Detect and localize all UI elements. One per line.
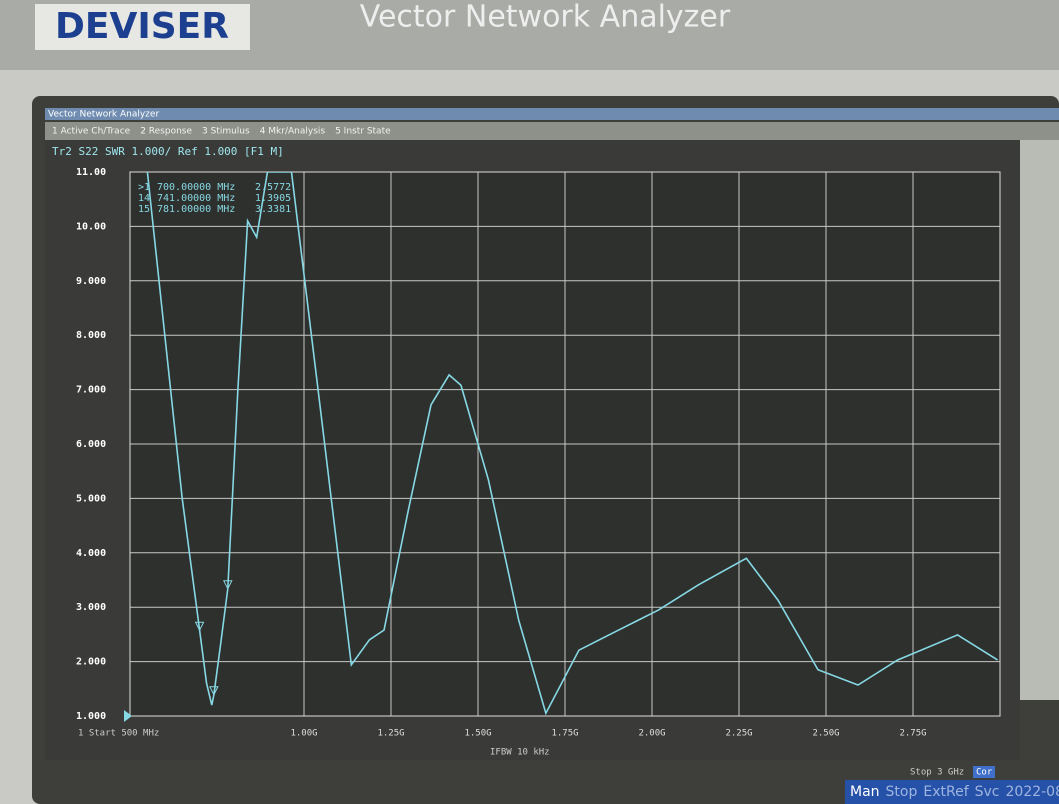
y-tick-label: 6.000 (76, 439, 106, 450)
status-item: Stop (886, 784, 918, 800)
stop-label: Stop 3 GHz (910, 768, 964, 778)
cor-label: Cor (976, 768, 993, 778)
model: Vector Network Analyzer (360, 0, 731, 35)
y-tick-label: 11.00 (76, 167, 106, 178)
title-bar (45, 108, 1059, 120)
marker-id: >1 (138, 182, 150, 193)
marker (222, 580, 233, 590)
marker-freq: 781.00000 MHz (157, 204, 235, 215)
marker-freq: 741.00000 MHz (157, 193, 235, 204)
trace-line (146, 172, 998, 716)
menu-item[interactable]: 1 Active Ch/Trace (52, 127, 131, 137)
status-item: Svc (975, 784, 1000, 800)
marker-id: 14 (138, 193, 150, 204)
x-tick-label: 1.25G (377, 729, 404, 739)
window-title: Vector Network Analyzer (48, 110, 159, 120)
y-tick-label: 8.000 (76, 330, 106, 341)
plot-border (129, 171, 1001, 717)
status-item: ExtRef (923, 784, 969, 800)
ref-marker (124, 710, 132, 722)
marker (209, 686, 219, 696)
ifbw-label: IFBW 10 kHz (490, 748, 550, 758)
x-tick-label: 2.75G (899, 729, 926, 739)
x-tick-label: 1.75G (551, 729, 578, 739)
status: Man Stop ExtRef Svc 2022-08 (850, 784, 1059, 800)
y-tick-label: 3.000 (76, 602, 106, 613)
start-label: 1 Start 500 MHz (78, 729, 159, 739)
x-tick-label: 2.25G (725, 729, 752, 739)
brand: DEVISER (55, 6, 229, 47)
marker-value: 3.3381 (255, 204, 291, 215)
x-tick-label: 2.00G (638, 729, 665, 739)
y-tick-label: 5.000 (76, 493, 106, 504)
x-tick-label: 2.50G (812, 729, 839, 739)
softkey-panel (1020, 140, 1059, 700)
y-tick-label: 9.000 (76, 276, 106, 287)
marker-value: 2.5772 (255, 182, 291, 193)
y-tick-label: 10.00 (76, 221, 106, 232)
x-tick-label: 1.00G (290, 729, 317, 739)
y-tick-label: 1.000 (76, 711, 106, 722)
status-item: Man (850, 784, 880, 800)
menu-item[interactable]: 2 Response (140, 127, 192, 137)
menu-item[interactable]: 3 Stimulus (202, 127, 250, 137)
marker-value: 1.3905 (255, 193, 291, 204)
trace-group (146, 172, 998, 716)
marker (194, 621, 205, 632)
y-tick-label: 7.000 (76, 385, 106, 396)
menu-item[interactable]: 4 Mkr/Analysis (260, 127, 326, 137)
x-tick-label: 1.50G (464, 729, 491, 739)
cor-box (973, 766, 995, 778)
menu-item[interactable]: 5 Instr State (335, 127, 391, 137)
status-item: 2022-08 (1006, 784, 1059, 800)
menu-bar (45, 122, 1059, 140)
menu: 1 Active Ch/Trace 2 Response 3 Stimulus 4 M… (52, 127, 391, 137)
y-tick-label: 4.000 (76, 548, 106, 559)
marker-id: 15 (138, 204, 150, 215)
logo-box (35, 4, 250, 50)
marker-freq: 700.00000 MHz (157, 182, 235, 193)
trace-header: Tr2 S22 SWR 1.000/ Ref 1.000 [F1 M] (52, 145, 284, 158)
status-bar (845, 780, 1059, 804)
y-tick-label: 2.000 (76, 657, 106, 668)
labels: 11.00 10.00 9.000 8.000 7.000 6.000 5.000 4.000… (76, 167, 927, 739)
